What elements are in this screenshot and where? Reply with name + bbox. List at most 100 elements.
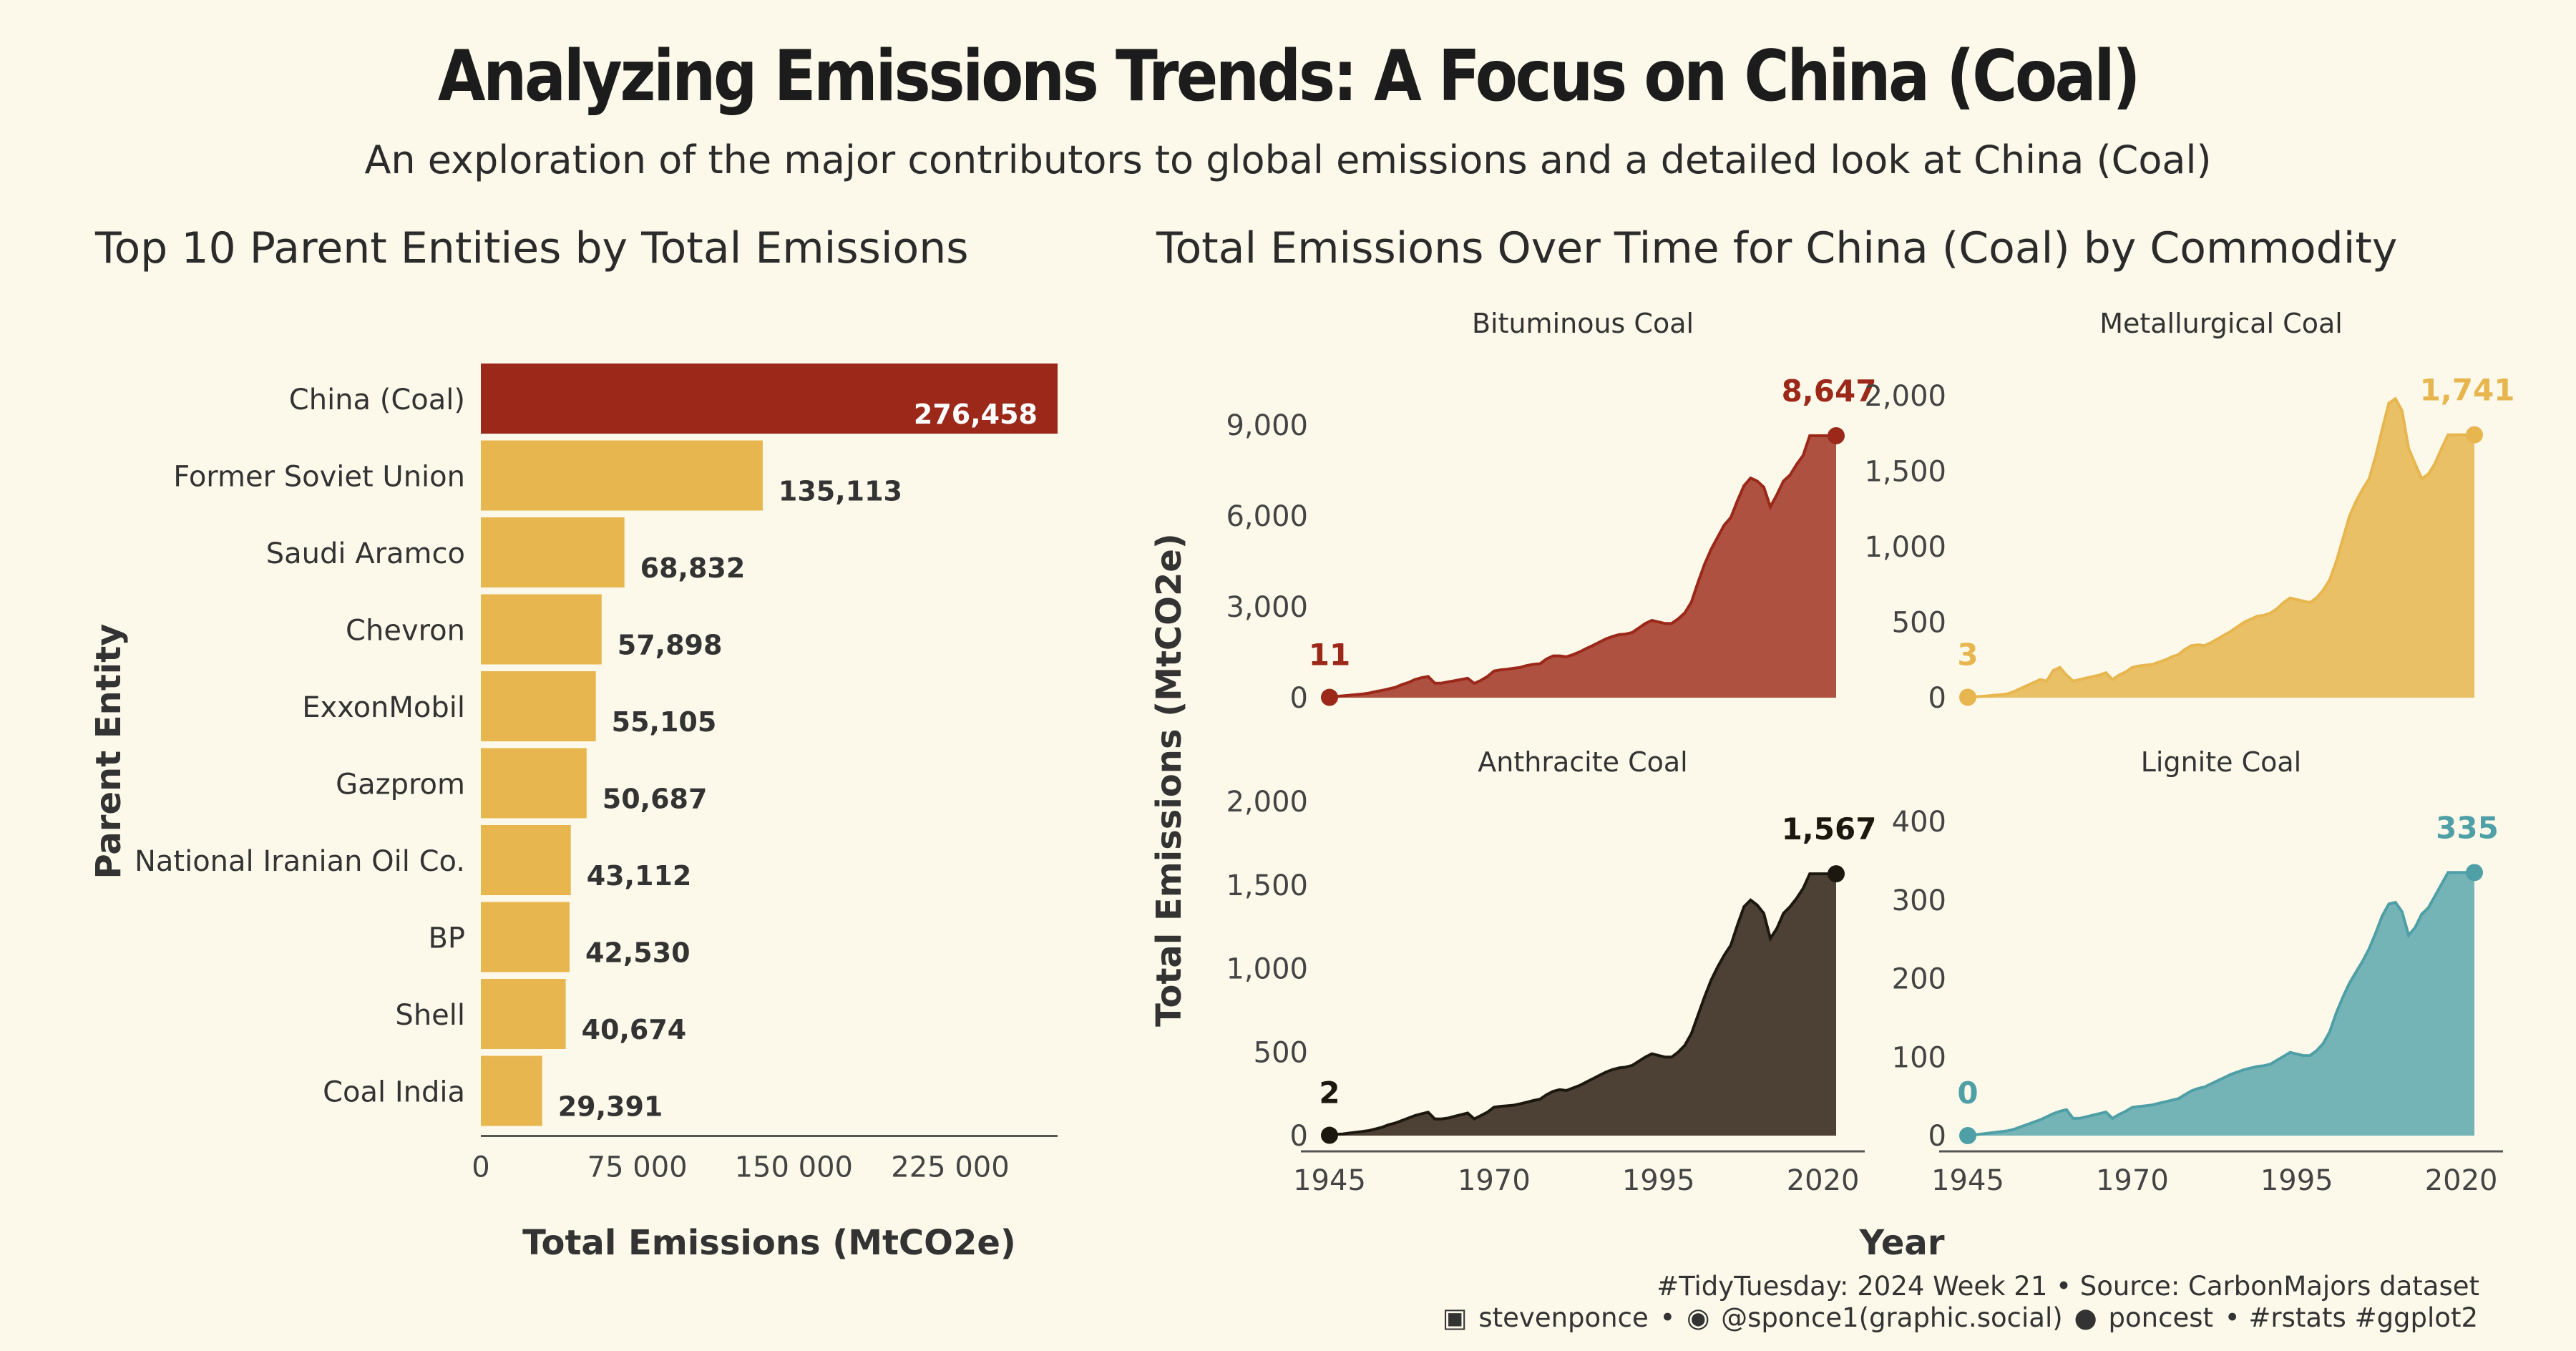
y-tick-label: 100	[1892, 1041, 1946, 1074]
y-tick-label: 0	[1290, 1120, 1308, 1153]
end-value-label: 1,741	[2420, 373, 2515, 408]
bar-category-label: Saudi Aramco	[266, 537, 465, 570]
y-tick-label: 500	[1254, 1036, 1308, 1069]
bar	[481, 517, 625, 587]
area-series	[1330, 874, 1836, 1136]
end-point	[2466, 426, 2483, 444]
end-point	[1828, 426, 1845, 444]
bar-category-label: Gazprom	[336, 769, 465, 801]
bar-value-label: 276,458	[914, 399, 1038, 430]
bar-value-label: 40,674	[582, 1014, 687, 1045]
end-point	[2466, 864, 2483, 882]
caption-github: poncest	[2108, 1302, 2213, 1333]
bar-value-label: 42,530	[585, 937, 691, 969]
x-tick-label: 1945	[1931, 1164, 2004, 1197]
x-tick-label: 1970	[2096, 1164, 2169, 1197]
chart-subtitle: An exploration of the major contributors…	[364, 137, 2212, 182]
start-value-label: 0	[1957, 1076, 1978, 1111]
linkedin-icon: ▣	[1442, 1302, 1468, 1333]
caption-tail: • #rstats #ggplot2	[2224, 1302, 2478, 1333]
x-tick-label: 1995	[2260, 1164, 2333, 1197]
bar-category-label: Shell	[395, 999, 465, 1032]
bar-value-label: 29,391	[558, 1091, 663, 1123]
end-point	[1828, 865, 1845, 883]
bar-category-label: China (Coal)	[289, 384, 465, 416]
caption-mastodon: @sponce1(graphic.social)	[1721, 1302, 2063, 1333]
y-tick-label: 0	[1928, 1120, 1946, 1153]
github-icon: ●	[2074, 1302, 2097, 1333]
y-tick-label: 500	[1892, 607, 1946, 640]
bar	[481, 748, 587, 819]
left-panel-title: Top 10 Parent Entities by Total Emission…	[95, 223, 969, 273]
caption-linkedin: stevenponce	[1478, 1302, 1649, 1333]
y-tick-label: 1,000	[1226, 953, 1308, 986]
y-tick-label: 0	[1290, 682, 1308, 715]
bar	[481, 594, 602, 665]
start-point	[1321, 1126, 1338, 1144]
bar-value-label: 135,113	[779, 476, 902, 507]
bar	[481, 1055, 542, 1126]
caption: #TidyTuesday: 2024 Week 21 • Source: Car…	[1441, 1271, 2479, 1334]
y-tick-label: 1,500	[1226, 869, 1308, 902]
bar	[481, 440, 763, 511]
caption-social: ▣ stevenponce • ◉ @sponce1(graphic.socia…	[1441, 1302, 2479, 1334]
start-point	[1959, 1127, 1976, 1144]
start-value-label: 3	[1957, 637, 1978, 672]
caption-separator: •	[1659, 1302, 1676, 1333]
bar-value-label: 43,112	[587, 860, 692, 892]
x-tick-label: 75 000	[587, 1151, 688, 1184]
bar-category-label: Chevron	[346, 615, 465, 648]
start-value-label: 11	[1309, 638, 1350, 673]
end-value-label: 8,647	[1782, 374, 1877, 409]
bar	[481, 902, 570, 972]
y-tick-label: 1,000	[1864, 531, 1946, 564]
x-axis-title: Year	[1859, 1223, 1945, 1263]
y-tick-label: 0	[1928, 682, 1946, 715]
start-point	[1321, 688, 1338, 706]
y-tick-label: 200	[1892, 963, 1946, 996]
x-tick-label: 1995	[1622, 1164, 1695, 1197]
bar-value-label: 55,105	[612, 706, 717, 738]
y-tick-label: 400	[1892, 806, 1946, 839]
x-axis-title: Total Emissions (MtCO2e)	[522, 1223, 1016, 1263]
bar	[481, 979, 566, 1049]
start-value-label: 2	[1319, 1076, 1340, 1111]
end-value-label: 1,567	[1782, 811, 1877, 847]
area-series	[1330, 435, 1836, 698]
x-tick-label: 1945	[1293, 1164, 1366, 1197]
x-tick-label: 1970	[1458, 1164, 1531, 1197]
mastodon-icon: ◉	[1687, 1302, 1710, 1333]
bar	[481, 671, 596, 741]
area-line	[1329, 872, 1836, 1137]
y-axis-title: Total Emissions (MtCO2e)	[1149, 533, 1189, 1027]
bar-category-label: ExxonMobil	[302, 691, 465, 724]
x-tick-label: 2020	[2425, 1164, 2498, 1197]
facet-label: Anthracite Coal	[1478, 746, 1687, 778]
bar	[481, 825, 571, 895]
y-tick-label: 2,000	[1864, 380, 1946, 413]
bar-category-label: Coal India	[323, 1076, 465, 1109]
bar-category-label: Former Soviet Union	[173, 461, 465, 494]
facet-label: Bituminous Coal	[1472, 308, 1694, 339]
area-series	[1968, 872, 2474, 1136]
bar-value-label: 68,832	[640, 552, 746, 584]
facet-label: Lignite Coal	[2141, 746, 2301, 778]
area-line	[1967, 871, 2474, 1137]
caption-source: #TidyTuesday: 2024 Week 21 • Source: Car…	[1657, 1271, 2479, 1302]
area-series	[1968, 399, 2474, 698]
bar-value-label: 50,687	[602, 784, 708, 815]
y-tick-label: 3,000	[1226, 591, 1308, 624]
bar-value-label: 57,898	[618, 630, 723, 661]
x-tick-label: 2020	[1787, 1164, 1860, 1197]
area-line	[1329, 434, 1836, 699]
start-point	[1959, 688, 1976, 706]
area-line	[1967, 396, 2474, 699]
y-axis-title: Parent Entity	[89, 624, 129, 879]
end-value-label: 335	[2436, 810, 2499, 845]
bar-category-label: National Iranian Oil Co.	[135, 845, 465, 878]
y-tick-label: 6,000	[1226, 500, 1308, 533]
bar-category-label: BP	[428, 922, 465, 955]
facet-label: Metallurgical Coal	[2099, 308, 2343, 339]
x-tick-label: 0	[472, 1151, 489, 1184]
